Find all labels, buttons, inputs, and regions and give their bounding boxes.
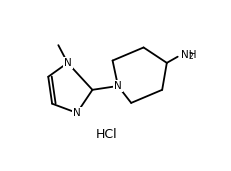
Text: NH: NH <box>181 50 196 60</box>
Text: 2: 2 <box>188 52 193 61</box>
Text: N: N <box>114 81 122 91</box>
Text: N: N <box>64 58 72 68</box>
Text: HCl: HCl <box>96 128 117 141</box>
Text: N: N <box>73 108 81 118</box>
